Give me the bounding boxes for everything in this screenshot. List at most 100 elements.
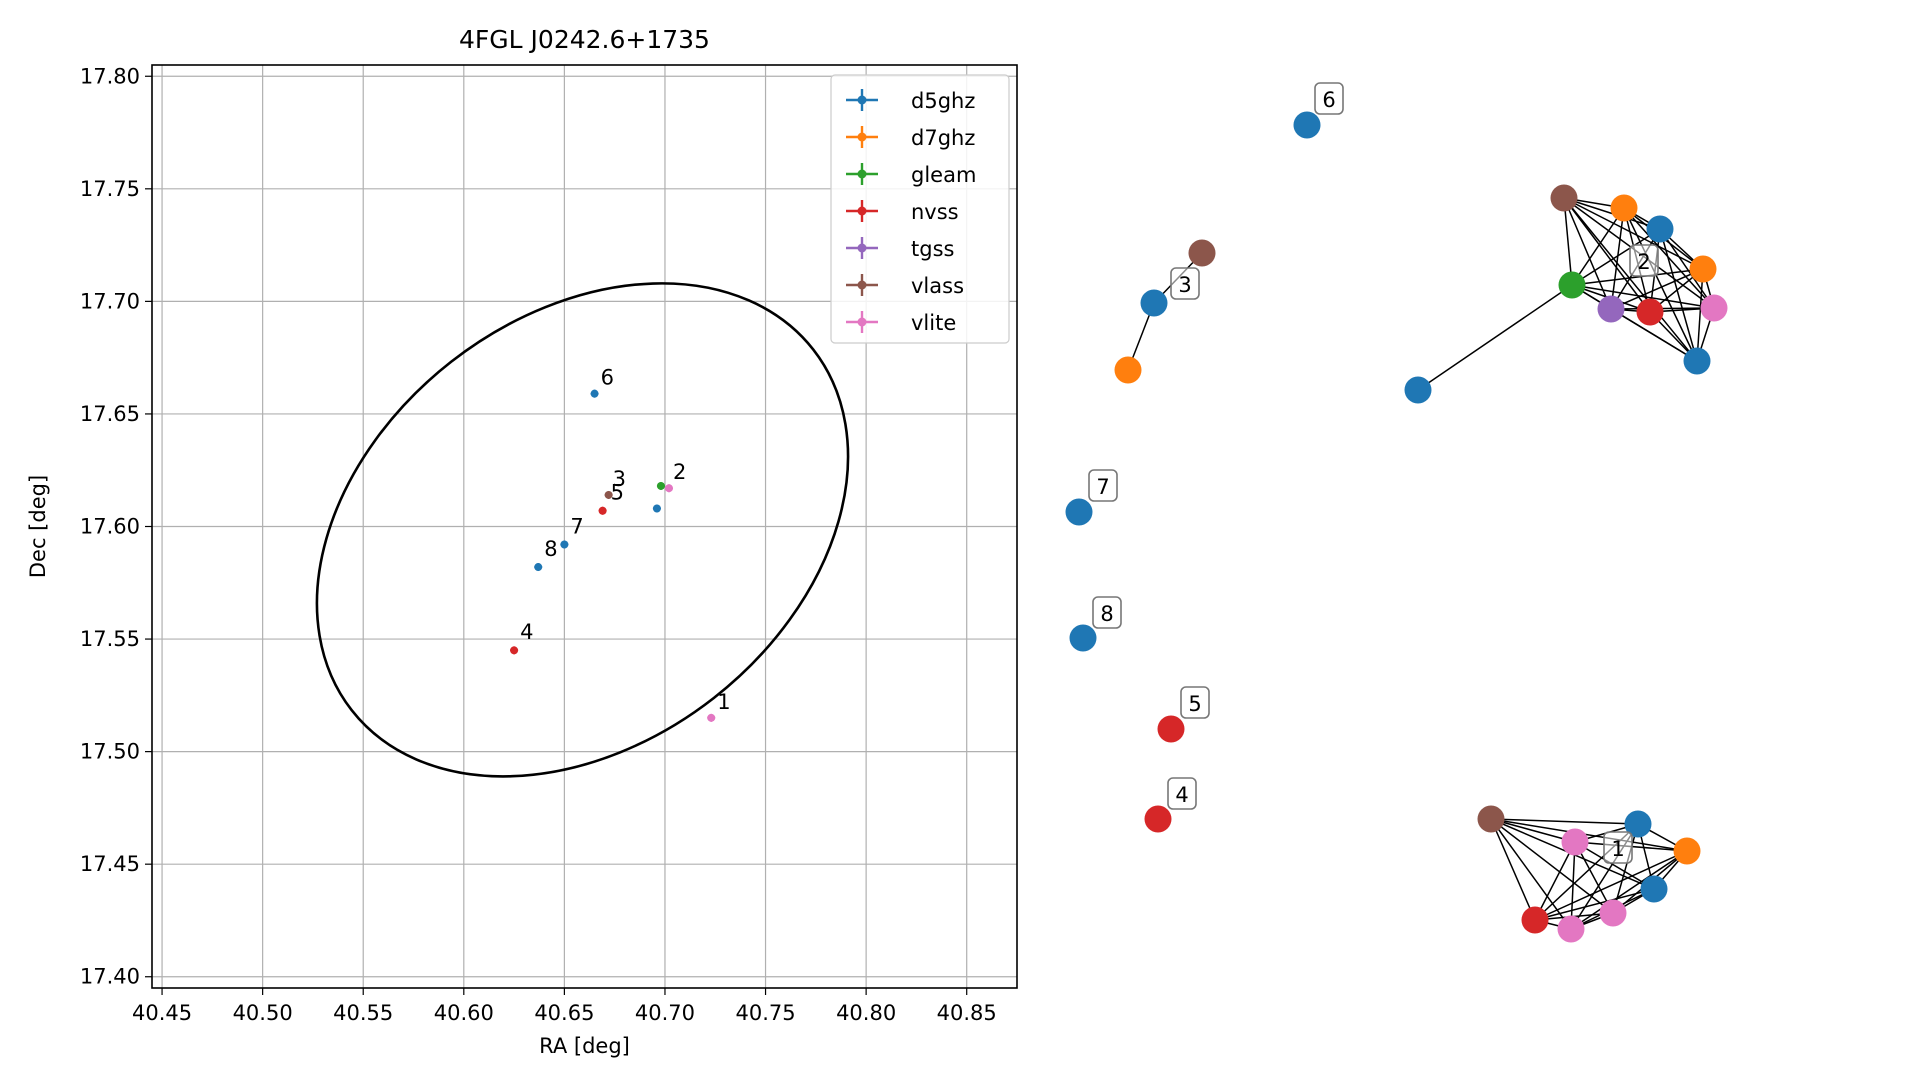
error-ellipse-layer (315, 282, 850, 778)
cluster-label-box (1167, 777, 1197, 810)
graph-nodes (1065, 111, 1728, 943)
legend-label: vlite (911, 311, 956, 335)
axis-ticks: 40.45 40.50 40.55 40.60 40.65 40.70 40.75 40.80… (80, 64, 997, 1025)
cluster-label-box (1092, 596, 1122, 629)
x-tick-label: 40.75 (735, 1001, 795, 1025)
graph-node-d5ghz (1065, 498, 1093, 526)
vlite-point (707, 713, 716, 722)
graph-node-vlass (1550, 184, 1578, 212)
graph-edge (1571, 284, 1715, 309)
cluster-label-text: 6 (1322, 88, 1335, 112)
y-tick-label: 17.40 (80, 965, 140, 989)
cluster-label-text: 5 (1188, 692, 1201, 716)
nvss-point (598, 506, 607, 515)
x-tick-label: 40.55 (333, 1001, 393, 1025)
vlass-point (604, 490, 613, 499)
graph-node-nvss (1157, 715, 1185, 743)
legend-marker-dot (857, 169, 867, 179)
graph-edge (1570, 850, 1688, 930)
graph-node-d5ghz (1646, 215, 1674, 243)
cluster-label-4: 4 (1167, 777, 1197, 810)
point-annotation: 8 (544, 537, 557, 561)
x-tick-label: 40.60 (434, 1001, 494, 1025)
y-tick-label: 17.60 (80, 515, 140, 539)
graph-node-vlass (1188, 239, 1216, 267)
graph-node-vlite (1599, 899, 1627, 927)
graph-edge (1571, 268, 1704, 286)
point-annotation: 4 (520, 620, 533, 644)
cluster-label-box (1170, 267, 1200, 300)
point-annotation: 7 (570, 514, 583, 538)
graph-node-vlite (1700, 294, 1728, 322)
network-graph-panel: 1 2 3 4 5 6 7 8 (1065, 82, 1728, 943)
cluster-label-text: 4 (1175, 783, 1188, 807)
y-tick-label: 17.45 (80, 852, 140, 876)
cluster-label-box (1314, 82, 1344, 115)
chart-title: 4FGL J0242.6+1735 (459, 25, 710, 54)
cluster-label-text: 1 (1611, 837, 1624, 861)
point-annotation: 2 (673, 460, 686, 484)
graph-edge (1534, 888, 1655, 921)
y-tick-label: 17.55 (80, 627, 140, 651)
graph-edge (1696, 268, 1704, 362)
x-tick-label: 40.50 (233, 1001, 293, 1025)
graph-node-d5ghz (1293, 111, 1321, 139)
error-ellipse (315, 282, 850, 778)
x-tick-label: 40.85 (937, 1001, 997, 1025)
graph-node-d5ghz (1404, 376, 1432, 404)
point-annotation: 6 (601, 366, 614, 390)
y-tick-label: 17.70 (80, 289, 140, 313)
point-annotation: 1 (717, 690, 730, 714)
legend-marker-dot (857, 317, 867, 327)
graph-edge (1610, 268, 1704, 310)
x-tick-label: 40.70 (635, 1001, 695, 1025)
cluster-label-1: 1 (1603, 831, 1633, 864)
graph-node-d7ghz (1673, 837, 1701, 865)
x-tick-label: 40.80 (836, 1001, 896, 1025)
legend-marker-dot (857, 132, 867, 142)
y-tick-label: 17.50 (80, 740, 140, 764)
x-axis-title: RA [deg] (539, 1034, 630, 1058)
y-tick-label: 17.75 (80, 177, 140, 201)
graph-edge (1490, 818, 1688, 852)
cluster-label-8: 8 (1092, 596, 1122, 629)
graph-node-nvss (1636, 298, 1664, 326)
legend-marker-dot (857, 206, 867, 216)
graph-edge (1534, 841, 1576, 921)
gleam-point (656, 481, 665, 490)
cluster-label-text: 2 (1637, 250, 1650, 274)
legend-label: vlass (911, 274, 964, 298)
cluster-label-box (1180, 686, 1210, 719)
graph-edge (1490, 818, 1639, 825)
y-axis-title: Dec [deg] (26, 475, 50, 578)
cluster-label-box (1088, 469, 1118, 502)
graph-node-gleam (1558, 271, 1586, 299)
graph-node-d5ghz (1640, 875, 1668, 903)
graph-edge (1563, 197, 1698, 362)
legend-label: nvss (911, 200, 959, 224)
legend-label: d7ghz (911, 126, 975, 150)
cluster-label-3: 3 (1170, 267, 1200, 300)
graph-edge (1490, 818, 1536, 921)
nvss-point (510, 646, 519, 655)
cluster-label-text: 3 (1178, 273, 1191, 297)
graph-node-vlass (1477, 805, 1505, 833)
legend-label: d5ghz (911, 89, 975, 113)
graph-node-d7ghz (1610, 194, 1638, 222)
graph-edge (1417, 284, 1573, 391)
graph-edges (1127, 197, 1715, 930)
graph-edge (1490, 818, 1576, 843)
graph-edge (1659, 228, 1715, 309)
graph-node-d7ghz (1114, 356, 1142, 384)
cluster-label-box (1629, 244, 1659, 277)
graph-edge (1490, 818, 1572, 930)
point-annotation: 5 (611, 480, 624, 504)
legend-marker-dot (857, 280, 867, 290)
graph-edge (1623, 207, 1698, 362)
graph-node-nvss (1521, 906, 1549, 934)
graph-node-d5ghz (1683, 347, 1711, 375)
d5ghz-point (560, 540, 569, 549)
data-points (510, 389, 716, 722)
